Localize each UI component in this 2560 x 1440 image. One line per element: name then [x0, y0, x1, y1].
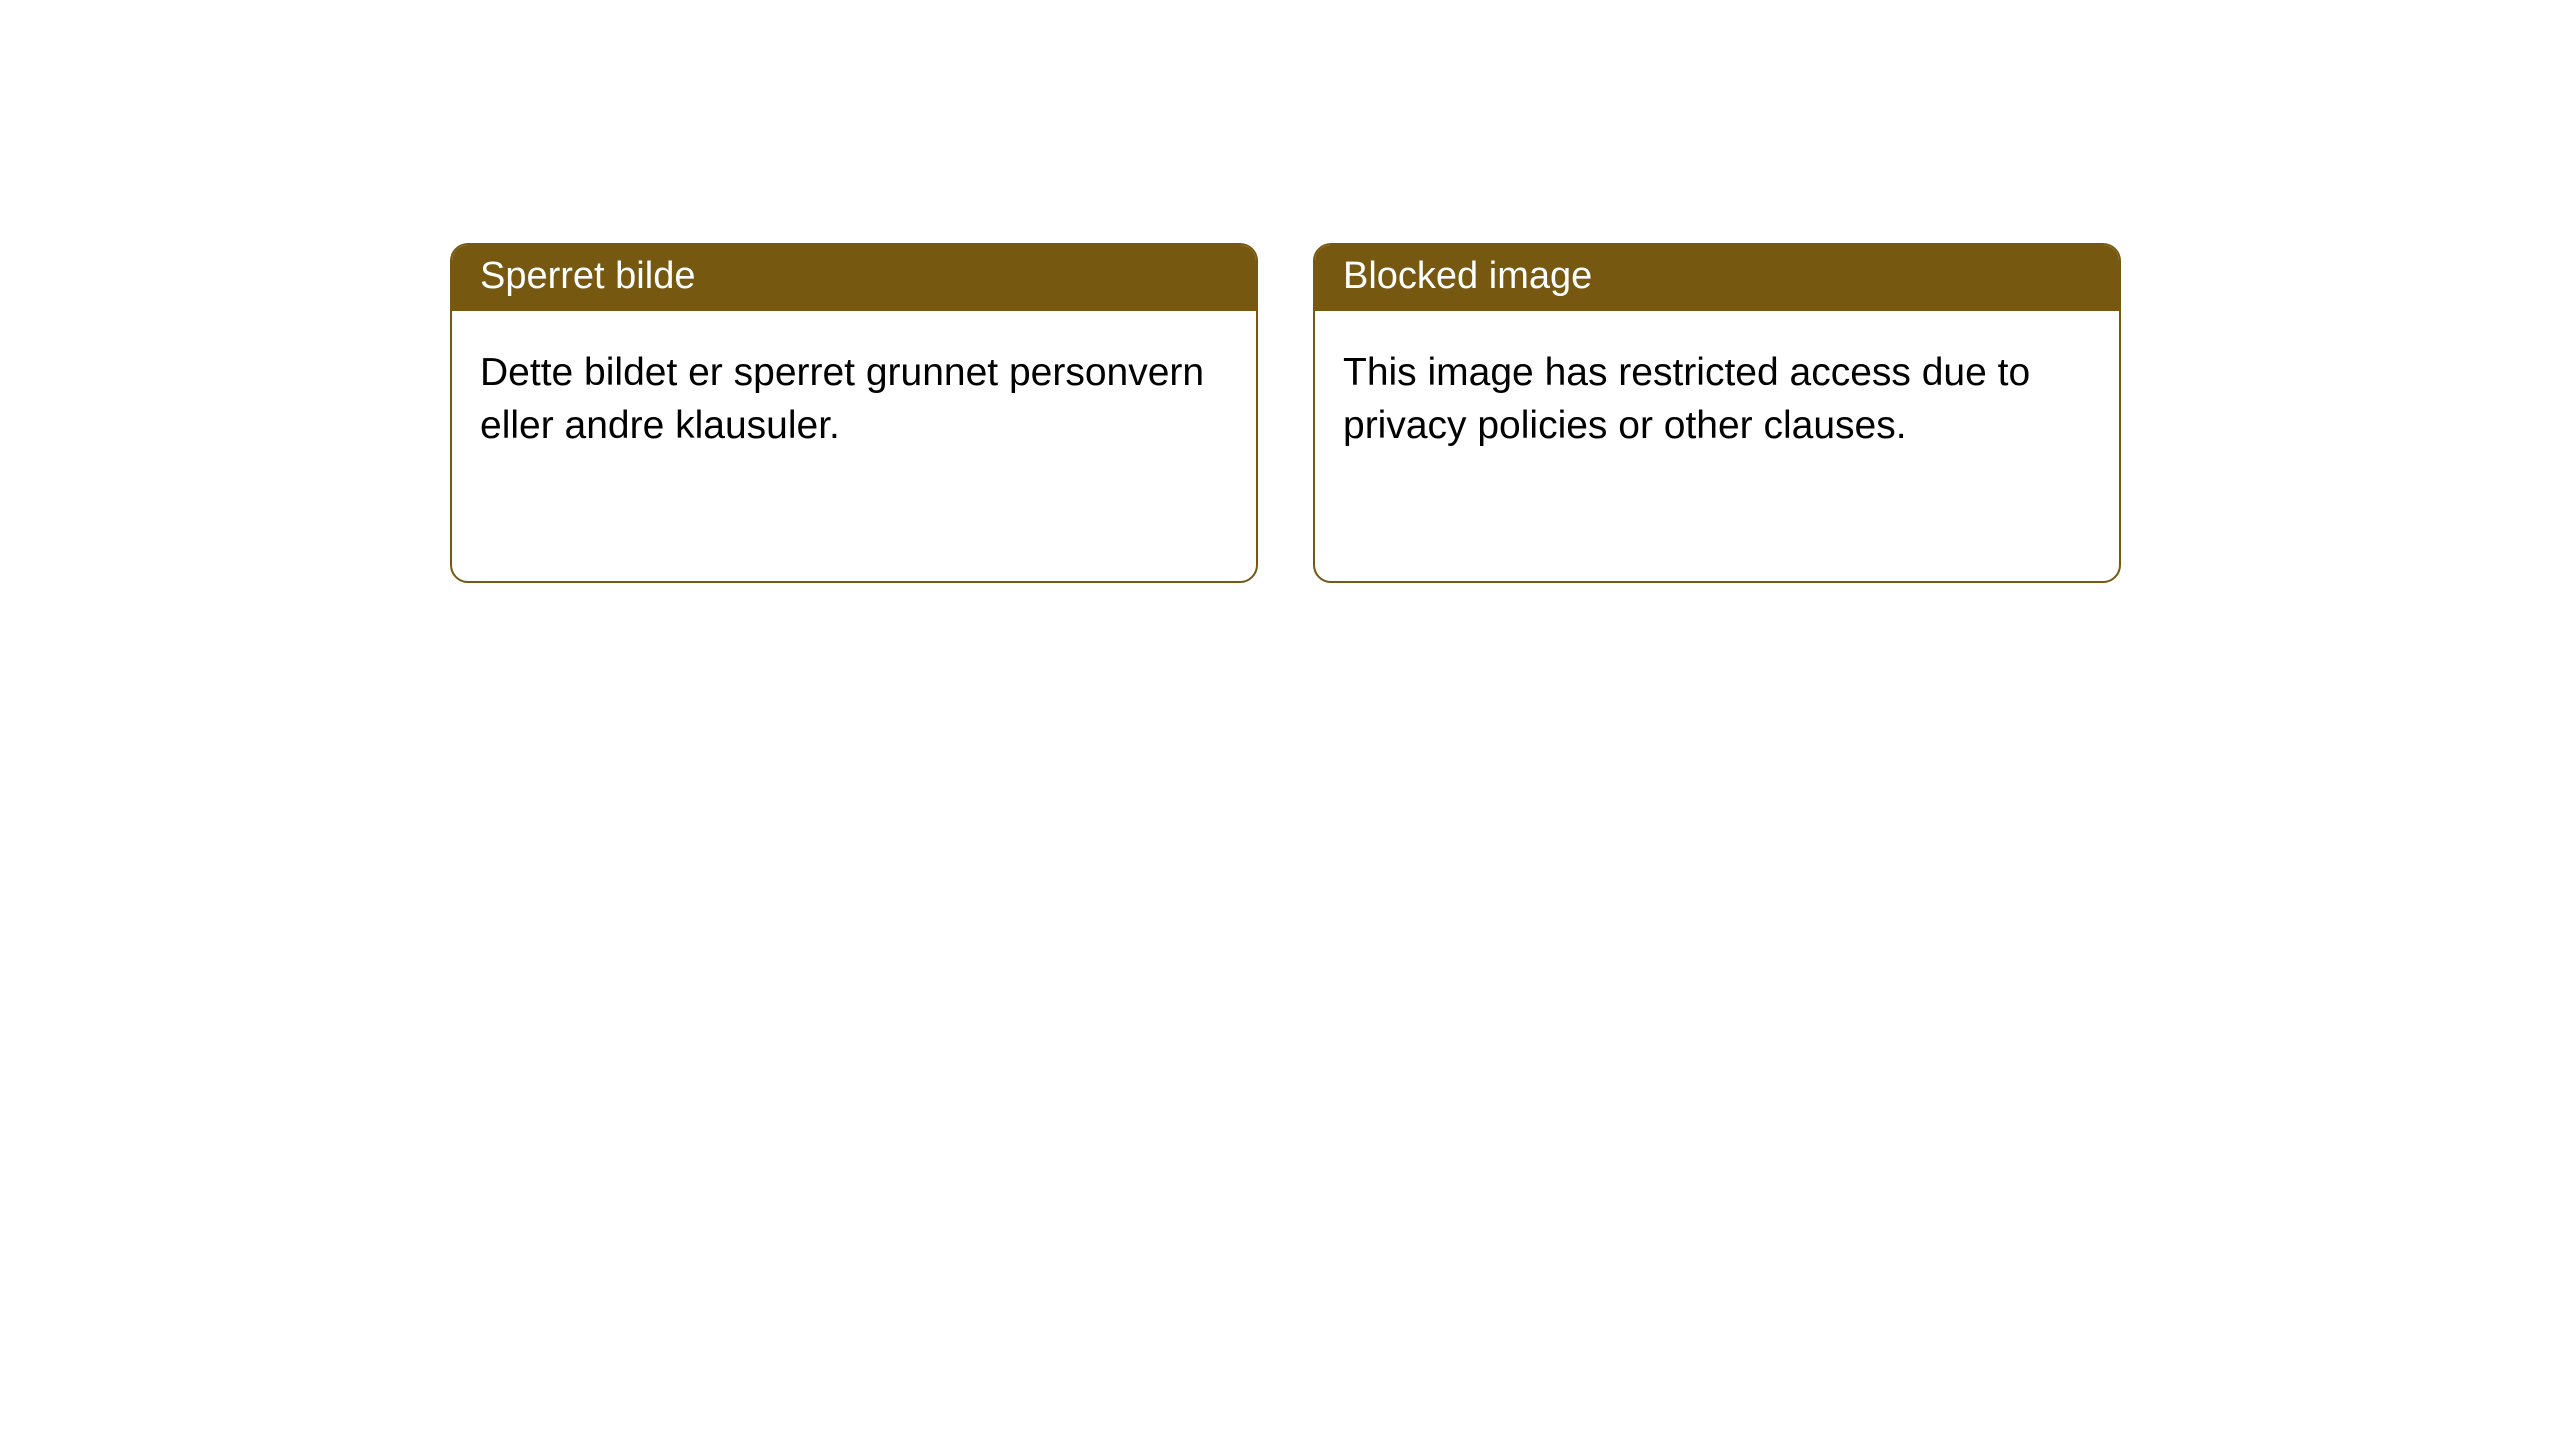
notice-card-header: Blocked image — [1315, 245, 2119, 311]
blocked-image-notices: Sperret bilde Dette bildet er sperret gr… — [450, 243, 2560, 583]
notice-card-english: Blocked image This image has restricted … — [1313, 243, 2121, 583]
notice-card-body: Dette bildet er sperret grunnet personve… — [452, 311, 1256, 488]
notice-card-norwegian: Sperret bilde Dette bildet er sperret gr… — [450, 243, 1258, 583]
notice-card-body: This image has restricted access due to … — [1315, 311, 2119, 488]
notice-card-header: Sperret bilde — [452, 245, 1256, 311]
